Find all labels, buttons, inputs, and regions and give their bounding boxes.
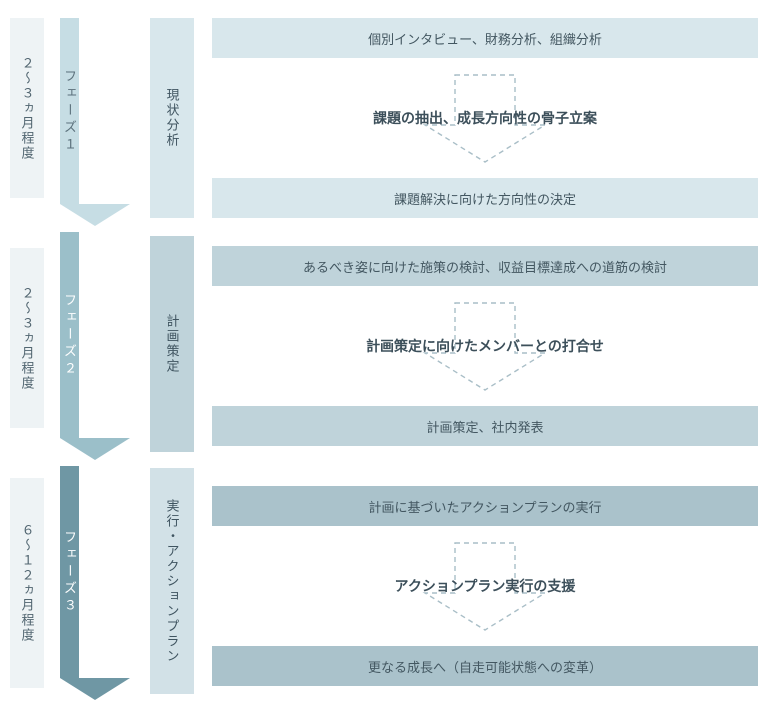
task-1-mid-label: 課題の抽出、成長方向性の骨子立案: [373, 108, 597, 128]
category-1: 現状分析: [150, 18, 194, 218]
duration-1: ２〜３ヵ月程度: [10, 18, 44, 198]
phase-1-chevron: フェーズ１: [60, 18, 130, 226]
phase-3-chevron: フェーズ３: [60, 466, 130, 700]
category-3: 実行・アクションプラン: [150, 468, 194, 694]
phase-1-label: フェーズ１: [60, 18, 79, 204]
task-1-top: 個別インタビュー、財務分析、組織分析: [212, 18, 758, 58]
task-2-mid-label: 計画策定に向けたメンバーとの打合せ: [366, 336, 604, 356]
task-3-top: 計画に基づいたアクションプランの実行: [212, 486, 758, 526]
task-2-mid: 計画策定に向けたメンバーとの打合せ: [212, 298, 758, 394]
category-2: 計画策定: [150, 236, 194, 452]
task-3-bottom: 更なる成長へ（自走可能状態への変革）: [212, 646, 758, 686]
task-1-mid: 課題の抽出、成長方向性の骨子立案: [212, 70, 758, 166]
task-2-bottom: 計画策定、社内発表: [212, 406, 758, 446]
duration-2: ２〜３ヵ月程度: [10, 248, 44, 428]
task-1-bottom: 課題解決に向けた方向性の決定: [212, 178, 758, 218]
phase-2-chevron: フェーズ２: [60, 232, 130, 460]
task-2-top: あるべき姿に向けた施策の検討、収益目標達成への道筋の検討: [212, 246, 758, 286]
task-3-mid-label: アクションプラン実行の支援: [395, 576, 576, 596]
phase-2-label: フェーズ２: [60, 232, 79, 438]
duration-3: ６〜１２ヵ月程度: [10, 478, 44, 688]
diagram-root: ２〜３ヵ月程度 ２〜３ヵ月程度 ６〜１２ヵ月程度 フェーズ１ フェーズ２ フェー…: [0, 0, 766, 706]
phase-3-label: フェーズ３: [60, 466, 79, 678]
task-3-mid: アクションプラン実行の支援: [212, 538, 758, 634]
